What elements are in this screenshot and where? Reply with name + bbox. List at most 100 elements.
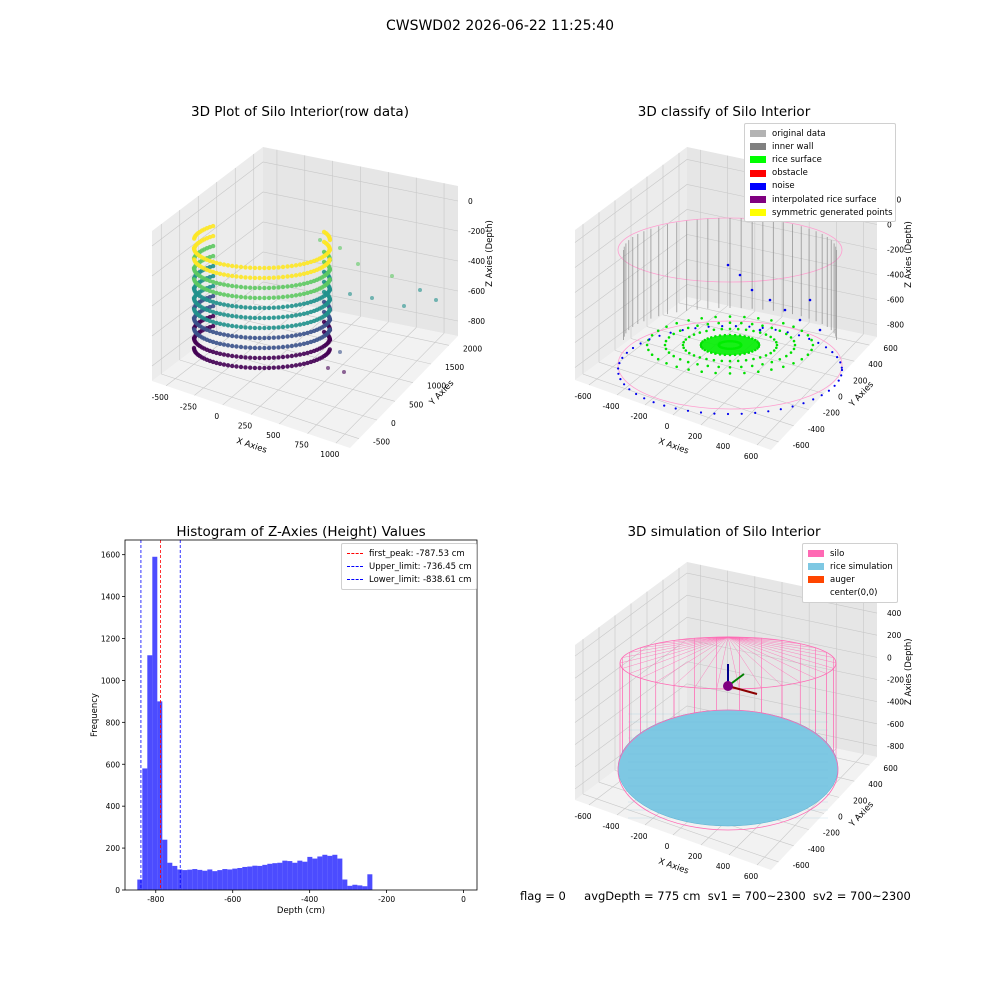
rice-surface-point bbox=[672, 332, 675, 336]
x-tick-label: 600 bbox=[744, 872, 759, 881]
raw-outlier-point bbox=[318, 238, 322, 242]
raw-point bbox=[225, 273, 231, 278]
silo-roof-line bbox=[622, 636, 729, 658]
z-tick-label: 0 bbox=[887, 653, 892, 662]
noise-point bbox=[648, 338, 651, 341]
raw-point bbox=[301, 311, 307, 316]
silo-roof-line bbox=[727, 636, 834, 669]
histogram-bar bbox=[152, 556, 158, 890]
raw-point bbox=[301, 351, 307, 356]
raw-outlier-point bbox=[326, 366, 330, 370]
raw-point bbox=[266, 345, 272, 351]
raw-point bbox=[192, 287, 197, 292]
histogram-bar bbox=[212, 871, 218, 890]
raw-point bbox=[221, 302, 227, 307]
raw-point bbox=[297, 362, 303, 367]
raw-point bbox=[285, 324, 290, 329]
z-tick-label: 200 bbox=[887, 631, 902, 640]
raw-point bbox=[301, 301, 307, 306]
y-tick-label: 0 bbox=[838, 813, 843, 822]
rice-surface-point bbox=[769, 351, 772, 355]
raw-point bbox=[210, 323, 216, 329]
raw-point bbox=[257, 345, 262, 351]
raw-point bbox=[225, 263, 231, 268]
rice-surface-point bbox=[698, 331, 702, 334]
raw-point bbox=[214, 320, 219, 326]
raw-point bbox=[243, 355, 248, 360]
rice-surface-point bbox=[744, 328, 748, 332]
histogram-bar bbox=[342, 879, 348, 890]
raw-point bbox=[221, 322, 227, 327]
raw-point bbox=[230, 323, 235, 329]
x-tick-label: -800 bbox=[147, 895, 164, 904]
noise-point bbox=[658, 334, 661, 337]
raw-point bbox=[301, 291, 307, 296]
raw-point bbox=[217, 361, 223, 366]
raw-point bbox=[192, 327, 197, 332]
raw-point bbox=[271, 345, 276, 350]
raw-point bbox=[234, 344, 239, 349]
legend-label: first_peak: -787.53 cm bbox=[369, 548, 465, 559]
simulation-scene bbox=[617, 636, 839, 831]
raw-point bbox=[271, 305, 276, 310]
raw-point bbox=[243, 335, 248, 340]
x-tick-label: -200 bbox=[630, 412, 647, 421]
histogram-bars bbox=[137, 556, 373, 890]
legend-label: silo bbox=[830, 548, 845, 559]
legend-swatch bbox=[750, 209, 766, 217]
raw-point bbox=[276, 285, 281, 290]
raw-point bbox=[266, 355, 272, 361]
raw-point bbox=[280, 304, 286, 310]
rice-surface-point bbox=[714, 371, 717, 375]
rice-surface-point bbox=[764, 333, 768, 336]
raw-point bbox=[214, 310, 219, 316]
rice-surface-point bbox=[650, 334, 654, 337]
raw-outlier-point bbox=[338, 246, 342, 250]
raw-point bbox=[257, 355, 262, 361]
histogram-bar bbox=[177, 869, 183, 890]
raw-point bbox=[285, 304, 290, 309]
raw-point bbox=[297, 322, 303, 327]
raw-point bbox=[285, 264, 290, 269]
rice-surface-point bbox=[667, 351, 671, 354]
raw-point bbox=[262, 355, 267, 361]
legend-label: Upper_limit: -736.45 cm bbox=[369, 561, 472, 572]
raw-point bbox=[252, 275, 258, 281]
raw-point bbox=[230, 343, 235, 349]
raw-point bbox=[301, 271, 307, 276]
raw-point bbox=[257, 305, 262, 311]
z-tick-label: -400 bbox=[468, 257, 485, 266]
wall-grid-z bbox=[574, 209, 878, 293]
sv2-status: sv2 = 700~2300 bbox=[812, 889, 911, 903]
raw-point bbox=[262, 365, 267, 371]
silo-roof-line bbox=[727, 636, 816, 648]
plot-frame bbox=[124, 539, 478, 891]
raw-point bbox=[230, 333, 235, 339]
floor-grid-y bbox=[235, 317, 432, 365]
raw-point bbox=[217, 281, 223, 286]
noise-point bbox=[623, 383, 626, 386]
rice-surface-point bbox=[744, 358, 748, 362]
rice-surface-point bbox=[686, 360, 690, 364]
legend-item: rice surface bbox=[750, 153, 890, 166]
noise-point bbox=[707, 325, 710, 328]
noise-point bbox=[681, 329, 684, 332]
raw-point bbox=[248, 315, 253, 320]
raw-outlier-point bbox=[348, 292, 352, 296]
rice-surface-point bbox=[678, 329, 682, 333]
raw-point bbox=[305, 330, 310, 336]
rice-surface-point bbox=[688, 335, 691, 339]
raw-point bbox=[276, 335, 281, 340]
legend-label: original data bbox=[772, 128, 826, 139]
raw-point bbox=[210, 223, 216, 229]
floor-grid-x bbox=[335, 333, 445, 444]
x-tick-label: 0 bbox=[665, 422, 670, 431]
wall-grid-z bbox=[574, 594, 878, 679]
rice-surface-point bbox=[758, 331, 762, 334]
histogram-bar bbox=[142, 768, 148, 890]
histogram-bar bbox=[197, 869, 203, 890]
histogram-bar bbox=[307, 856, 313, 890]
raw-point bbox=[192, 317, 197, 322]
x-tick-label: -600 bbox=[224, 895, 241, 904]
raw-point bbox=[217, 331, 223, 336]
